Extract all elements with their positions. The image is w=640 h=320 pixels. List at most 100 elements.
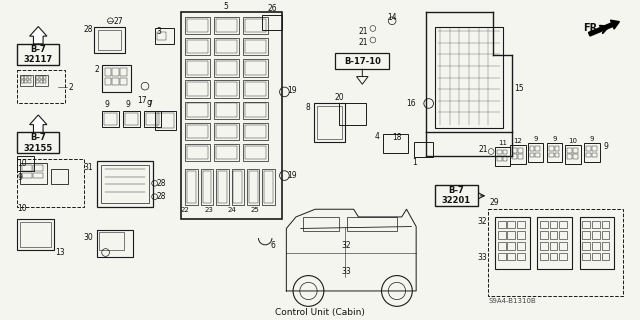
Bar (245, 19, 266, 32)
Text: 26: 26 (267, 4, 276, 13)
Bar (582, 252, 590, 260)
Bar (188, 146, 209, 159)
Text: 2: 2 (94, 65, 99, 74)
Text: 32: 32 (477, 217, 487, 226)
Bar (586, 153, 591, 157)
Bar (216, 103, 237, 117)
Text: 9: 9 (104, 100, 109, 109)
Bar (498, 221, 506, 228)
Bar (188, 61, 209, 75)
Bar (43, 76, 46, 79)
Bar (144, 111, 161, 126)
Bar (592, 242, 600, 250)
Bar (245, 40, 266, 53)
Bar (36, 76, 39, 79)
Bar (498, 242, 506, 250)
Bar (517, 221, 525, 228)
Bar (530, 146, 534, 151)
Bar (547, 143, 563, 162)
Text: 10: 10 (17, 204, 27, 213)
Bar (540, 221, 548, 228)
Text: Control Unit (Cabin): Control Unit (Cabin) (275, 308, 365, 317)
Bar (102, 111, 119, 126)
Bar (602, 221, 609, 228)
Bar (540, 242, 548, 250)
Bar (35, 75, 48, 86)
Bar (186, 101, 211, 119)
Bar (112, 68, 119, 76)
Bar (495, 217, 530, 269)
Text: 3: 3 (156, 27, 161, 36)
Bar (582, 242, 590, 250)
Text: 21: 21 (358, 27, 368, 36)
Bar (21, 80, 24, 83)
Bar (155, 28, 174, 44)
Bar (498, 231, 506, 239)
Bar (508, 242, 515, 250)
Polygon shape (29, 27, 47, 44)
Bar (214, 123, 239, 140)
Bar (555, 146, 559, 151)
Bar (414, 142, 433, 157)
Bar (567, 148, 572, 153)
Bar (216, 82, 237, 96)
Bar (186, 17, 211, 34)
Bar (303, 217, 339, 231)
Text: 33: 33 (341, 267, 351, 276)
Bar (517, 231, 525, 239)
Bar (540, 231, 548, 239)
Bar (100, 165, 149, 204)
Bar (17, 156, 35, 171)
Text: 9: 9 (125, 100, 130, 109)
Text: 28: 28 (84, 25, 93, 34)
Bar (155, 111, 176, 130)
Bar (335, 53, 389, 69)
Bar (243, 59, 268, 76)
Bar (188, 124, 209, 138)
Bar (508, 252, 515, 260)
Bar (43, 80, 46, 83)
Bar (339, 103, 366, 124)
Bar (214, 101, 239, 119)
Bar (518, 155, 523, 159)
Bar (518, 148, 523, 153)
Text: 4: 4 (375, 132, 380, 141)
Bar (245, 82, 266, 96)
Text: 9: 9 (533, 136, 538, 142)
Text: 10: 10 (568, 138, 577, 144)
Bar (567, 155, 572, 159)
Text: 9: 9 (590, 136, 595, 142)
Bar (559, 231, 567, 239)
Bar (17, 44, 60, 65)
Text: 19: 19 (287, 171, 297, 180)
Bar (203, 171, 211, 204)
Bar (512, 155, 517, 159)
Bar (214, 59, 239, 76)
Text: 2: 2 (68, 83, 73, 92)
Bar (314, 103, 345, 142)
Bar (20, 75, 33, 86)
Bar (214, 38, 239, 55)
Bar (565, 145, 580, 164)
Bar (17, 70, 65, 103)
Bar (146, 113, 159, 124)
Text: B-7
32155: B-7 32155 (24, 133, 53, 153)
Bar (188, 171, 196, 204)
Text: 18: 18 (392, 133, 402, 142)
Bar (497, 150, 502, 155)
Bar (243, 101, 268, 119)
Bar (17, 132, 60, 154)
Bar (157, 113, 174, 128)
Text: 20: 20 (335, 92, 344, 101)
Bar (216, 61, 237, 75)
Bar (40, 76, 43, 79)
Bar (549, 153, 554, 157)
Text: 22: 22 (181, 207, 189, 213)
Bar (530, 153, 534, 157)
Bar (24, 80, 28, 83)
Bar (582, 221, 590, 228)
Bar (435, 185, 477, 206)
Bar (498, 252, 506, 260)
Bar (502, 150, 508, 155)
Bar (245, 146, 266, 159)
